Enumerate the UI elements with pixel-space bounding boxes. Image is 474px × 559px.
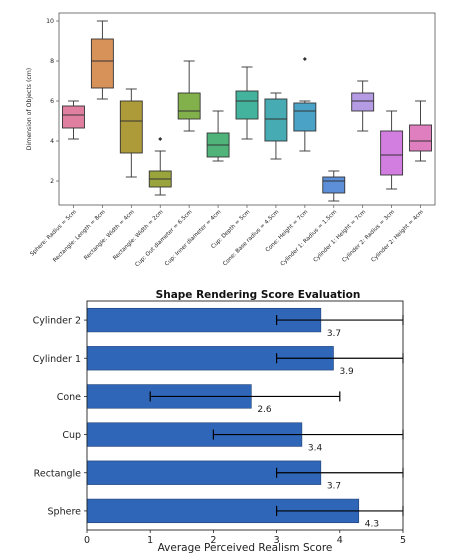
box-iqr [177, 92, 201, 120]
box-y-tick-label: 6 [50, 98, 54, 105]
bar-chart-frame [86, 300, 404, 531]
box-iqr [62, 105, 85, 129]
bar-value-label: 3.4 [308, 443, 323, 453]
bar-y-tick-label: Rectangle [34, 468, 81, 479]
box-y-tick-label: 8 [50, 58, 54, 65]
box-x-tick-label: Cone: Base radius = 4.5cm [222, 209, 280, 267]
box-x-tick-label: Cylinder 1: Radius = 1.5cm [280, 209, 338, 267]
box-13 [409, 100, 432, 162]
box-iqr [119, 100, 143, 154]
bar-group-1: 3.7 [86, 307, 404, 339]
box-plot-y-axis-label: Dimension of Objects (cm) [26, 68, 33, 150]
box-2 [90, 20, 114, 100]
bar-value-label: 3.7 [327, 329, 341, 339]
box-x-tick-label: Rectangle: Width = 2cm [112, 209, 164, 261]
box-x-tick-label: Rectangle: Length = 8cm [52, 209, 107, 264]
bar-chart-x-axis-label: Average Perceived Realism Score [158, 542, 333, 554]
bar-chart-y-axis: Cylinder 2 Cylinder 1 Cone Cup Rectangle Sphe… [33, 316, 87, 517]
box-10 [322, 170, 346, 202]
box-iqr [409, 124, 432, 152]
bar-value-label: 3.9 [339, 367, 354, 377]
bar-group-3: 2.6 [86, 384, 341, 415]
box-x-tick-label: Cylinder 2: Radius = 3cm [341, 209, 396, 264]
bar-x-tick-label: 5 [400, 535, 406, 546]
box-5 [177, 60, 201, 132]
box-1 [62, 100, 85, 140]
bar-chart-title: Shape Rendering Score Evaluation [156, 289, 361, 301]
bar-value-label: 2.6 [257, 405, 272, 415]
box-x-tick-label: Cup: Inner diameter = 4cm [164, 209, 222, 267]
bar-x-tick-label: 0 [84, 535, 90, 546]
box-plot-panel: 2 4 6 8 10 Dimension of Objects (cm) Sphere:… [26, 12, 436, 268]
box-8 [264, 92, 288, 160]
bar-chart-x-axis: 0 1 2 3 4 5 [84, 530, 406, 546]
bar-x-tick-label: 4 [337, 535, 343, 546]
bar-x-tick-label: 3 [274, 535, 280, 546]
box-y-tick-label: 2 [50, 178, 54, 185]
box-x-tick-label: Rectangle: Width = 4cm [83, 209, 135, 261]
box-x-tick-label: Cylinder 1: Height = 7cm [313, 209, 367, 263]
box-x-tick-label: Cylinder 2: Height = 4cm [371, 209, 425, 263]
box-iqr [380, 130, 404, 176]
box-6 [206, 110, 230, 162]
bar-chart-bars: 3.7 3.9 2.6 3.4 3.7 4.3 [86, 307, 404, 530]
bar-group-5: 3.7 [86, 460, 404, 492]
box-11 [351, 80, 375, 132]
bar-y-tick-label: Cylinder 2 [33, 316, 81, 327]
box-plot-y-axis: 2 4 6 8 10 [46, 18, 59, 185]
box-outlier [158, 137, 163, 141]
bar-y-tick-label: Cup [62, 430, 81, 441]
bar-chart-panel: Shape Rendering Score Evaluation 3.7 3.9 2… [33, 289, 406, 554]
box-y-tick-label: 10 [46, 18, 54, 25]
box-4 [148, 137, 172, 196]
bar-y-tick-label: Cone [57, 392, 81, 403]
bar-value-label: 3.7 [327, 482, 341, 492]
box-3 [119, 88, 143, 178]
bar-group-4: 3.4 [86, 422, 404, 453]
box-9 [293, 57, 317, 152]
bar-value-label: 4.3 [365, 520, 379, 530]
box-iqr [235, 90, 259, 120]
box-iqr [351, 92, 375, 112]
bar-group-6: 4.3 [86, 498, 404, 530]
box-iqr [90, 38, 114, 89]
bar-y-tick-label: Sphere [48, 506, 82, 517]
box-x-tick-label: Sphere: Radius = 5cm [29, 209, 77, 257]
box-outlier [302, 57, 307, 61]
box-y-tick-label: 4 [50, 138, 54, 145]
box-iqr [264, 98, 288, 142]
bar-x-tick-label: 1 [147, 535, 153, 546]
bar-y-tick-label: Cylinder 1 [33, 354, 81, 365]
bar-x-tick-label: 2 [210, 535, 216, 546]
box-7 [235, 66, 259, 140]
bar-group-2: 3.9 [86, 346, 404, 377]
box-iqr [322, 176, 346, 194]
box-12 [380, 110, 404, 190]
box-plot-boxes [62, 20, 432, 202]
box-iqr [293, 102, 317, 132]
box-x-tick-label: Cup: Out diameter = 6.5cm [134, 209, 193, 268]
